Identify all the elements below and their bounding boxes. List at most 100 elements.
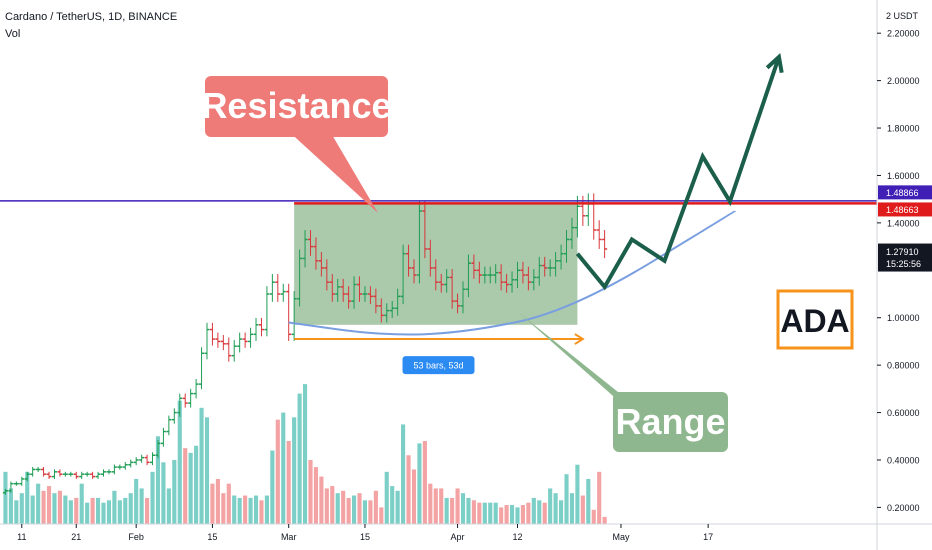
candle	[514, 261, 520, 289]
price-tag-purple-bg	[878, 185, 932, 200]
volume-bar	[384, 471, 389, 524]
volume-bar	[324, 488, 329, 524]
candle	[106, 469, 112, 475]
volume-bar	[526, 502, 531, 524]
projection-path	[575, 56, 781, 291]
candle	[150, 452, 156, 466]
volume-bar	[270, 450, 275, 524]
candle	[73, 471, 79, 479]
candle	[444, 269, 450, 293]
volume-bar	[553, 493, 558, 524]
volume-bar	[155, 436, 161, 524]
bars-measure-tag	[402, 356, 475, 375]
volume-bar	[3, 471, 8, 524]
candle	[62, 471, 68, 477]
candle	[471, 254, 477, 279]
volume-bar	[548, 488, 553, 524]
volume-bar	[145, 497, 150, 524]
volume-bar	[281, 412, 286, 524]
time-tick-label: 11	[17, 532, 26, 542]
candle	[215, 332, 221, 348]
volume-bar	[335, 493, 340, 524]
volume-bar	[477, 502, 482, 524]
volume-bar	[30, 495, 35, 524]
volume-bar	[597, 471, 602, 524]
candle	[286, 283, 292, 341]
candle	[324, 259, 330, 291]
candle	[122, 462, 128, 470]
volume-bar	[188, 452, 193, 524]
volume-bar	[313, 467, 319, 524]
candle	[90, 471, 96, 479]
time-tick-label: Mar	[281, 532, 297, 542]
volume-bar	[150, 471, 155, 524]
volume-bar	[428, 483, 433, 524]
volume-bar	[558, 500, 564, 524]
volume-bar	[36, 483, 41, 524]
volume-bar	[401, 424, 406, 524]
volume-bar	[237, 497, 242, 524]
volume-bar	[112, 490, 117, 524]
symbol-title: Cardano / TetherUS, 1D, BINANCE	[5, 11, 177, 23]
candle	[465, 254, 471, 298]
volume-bar	[422, 441, 427, 524]
volume-bar	[57, 490, 62, 524]
volume-bar	[460, 493, 466, 524]
price-tag-last-bg	[878, 243, 932, 272]
candle	[329, 273, 335, 302]
price-tag-last: 1.27910	[886, 247, 919, 257]
volume-bar	[95, 497, 101, 524]
volume-bar	[264, 495, 269, 524]
candle	[253, 317, 259, 341]
candle	[520, 261, 526, 284]
candle	[297, 249, 303, 307]
candle	[455, 293, 461, 314]
candle	[487, 266, 493, 284]
candle	[449, 269, 455, 309]
price-tick-label: 0.20000	[887, 503, 920, 513]
volume-bar	[19, 493, 24, 524]
volume-bar	[210, 483, 215, 524]
volume-bar	[8, 488, 13, 524]
price-tag-red: 1.48663	[886, 205, 919, 215]
candle	[525, 266, 531, 291]
volume-bar	[172, 459, 177, 524]
volume-bar	[482, 502, 487, 524]
candle	[542, 256, 548, 277]
candle	[41, 466, 47, 477]
candle	[536, 256, 542, 286]
time-tick-label: 15	[207, 532, 217, 542]
candle	[209, 322, 215, 346]
volume-bar	[161, 462, 166, 524]
price-axis-unit: 2 USDT	[886, 11, 919, 21]
candle	[46, 471, 52, 479]
time-tick-label: Apr	[451, 532, 465, 542]
price-tick-label: 2.20000	[887, 29, 920, 39]
volume-bar	[537, 500, 542, 524]
candle	[84, 471, 90, 477]
volume-bar	[41, 490, 46, 524]
volume-bar	[297, 393, 302, 524]
candle	[226, 337, 232, 362]
candle	[291, 291, 297, 341]
price-tick-label: 1.80000	[887, 124, 920, 134]
volume-bar	[406, 455, 411, 524]
volume-bar	[292, 417, 297, 524]
bars-measure-label: 53 bars, 53d	[413, 361, 463, 371]
volume-bar	[101, 502, 106, 524]
candle	[177, 393, 183, 417]
candle	[19, 476, 25, 486]
candle	[416, 200, 422, 284]
volume-bar	[52, 493, 57, 524]
price-tick-label: 1.60000	[887, 171, 920, 181]
candle	[346, 286, 352, 309]
candle	[2, 488, 8, 495]
candle	[248, 327, 254, 348]
candle	[313, 237, 319, 270]
range-label: Range	[615, 401, 725, 442]
countdown-label: 15:25:56	[886, 259, 921, 269]
candle	[460, 281, 466, 314]
volume-bar	[90, 497, 95, 524]
candle	[509, 271, 515, 293]
